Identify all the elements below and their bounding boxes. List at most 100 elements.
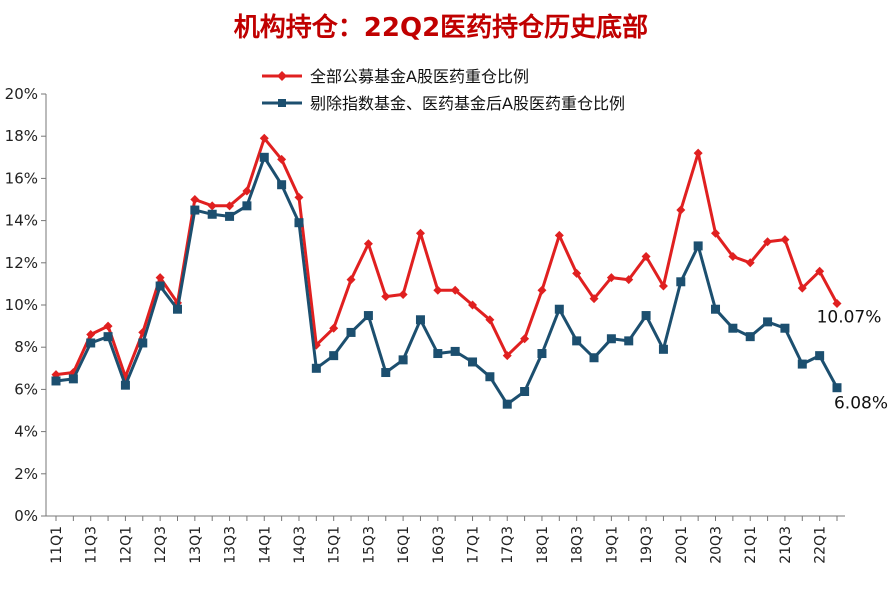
data-point	[537, 285, 547, 295]
data-point	[68, 374, 78, 384]
chart-title: 机构持仓：22Q2医药持仓历史底部	[234, 12, 648, 43]
data-point	[51, 376, 61, 386]
data-point	[502, 399, 512, 409]
x-tick-label: 16Q3	[431, 526, 447, 564]
x-tick-label: 13Q1	[188, 526, 204, 564]
x-tick-label: 14Q1	[257, 526, 273, 564]
data-point	[277, 154, 287, 164]
data-point	[86, 330, 96, 340]
data-point	[329, 323, 339, 333]
data-point	[381, 292, 391, 302]
data-point	[103, 321, 113, 331]
data-point	[329, 351, 339, 361]
data-point	[433, 349, 443, 359]
data-point	[658, 281, 668, 291]
legend-label-2: 剔除指数基金、医药基金后A股医药重仓比例	[310, 94, 625, 113]
data-point	[520, 387, 530, 397]
data-point	[624, 275, 634, 285]
data-point	[815, 351, 825, 361]
y-tick-label: 20%	[5, 85, 38, 103]
data-point	[728, 323, 738, 333]
data-point	[554, 304, 564, 314]
x-tick-label: 11Q1	[49, 526, 65, 564]
x-tick-label: 18Q1	[535, 526, 551, 564]
data-point	[797, 359, 807, 369]
data-point	[190, 195, 200, 204]
data-point	[641, 251, 651, 261]
data-point	[155, 273, 165, 283]
data-point	[398, 355, 408, 365]
data-point	[693, 148, 703, 158]
data-point	[693, 241, 703, 251]
x-tick-label: 15Q1	[327, 526, 343, 564]
data-point	[763, 237, 773, 247]
x-tick-label: 17Q3	[500, 526, 516, 564]
legend-label-1: 全部公募基金A股医药重仓比例	[310, 67, 529, 86]
y-tick-label: 12%	[5, 254, 38, 272]
axes	[45, 94, 845, 517]
x-tick-label: 18Q3	[570, 526, 586, 564]
y-tick-label: 2%	[14, 465, 38, 483]
data-point	[103, 332, 113, 342]
data-point	[242, 201, 252, 211]
x-tick-label: 16Q1	[396, 526, 412, 564]
y-axis-ticks: 0% 2% 4% 6% 8% 10% 12% 14% 16% 18% 20%	[5, 85, 46, 525]
data-point	[346, 275, 356, 285]
x-tick-label: 19Q1	[604, 526, 620, 564]
x-tick-label: 13Q3	[223, 526, 239, 564]
data-point	[815, 266, 825, 276]
data-point	[120, 380, 130, 390]
data-point	[676, 205, 686, 215]
x-tick-label: 21Q1	[743, 526, 759, 564]
data-point	[259, 152, 269, 162]
series-line	[55, 155, 839, 406]
series-2	[51, 152, 842, 409]
data-point	[155, 281, 165, 291]
data-point	[225, 201, 235, 211]
data-point	[658, 344, 668, 354]
y-tick-label: 18%	[5, 127, 38, 145]
data-point	[225, 211, 235, 221]
data-point	[676, 277, 686, 287]
data-point	[711, 304, 721, 314]
data-point	[242, 186, 252, 196]
data-point	[572, 336, 582, 346]
data-point	[346, 327, 356, 337]
x-tick-label: 21Q3	[778, 526, 794, 564]
data-point	[450, 346, 460, 356]
legend-item-1: 全部公募基金A股医药重仓比例	[262, 67, 529, 86]
data-point	[86, 338, 96, 348]
data-point	[415, 315, 425, 325]
data-point	[745, 332, 755, 342]
x-tick-label: 19Q3	[639, 526, 655, 564]
y-tick-label: 14%	[5, 212, 38, 230]
end-label-series-2: 6.08%	[834, 394, 888, 414]
data-point	[554, 230, 564, 240]
series-1	[51, 133, 842, 382]
data-point	[537, 349, 547, 359]
x-tick-label: 15Q3	[361, 526, 377, 564]
data-point	[606, 273, 616, 283]
data-point	[797, 283, 807, 293]
x-tick-label: 17Q1	[466, 526, 482, 564]
data-point	[589, 294, 599, 304]
x-tick-label: 22Q1	[813, 526, 829, 564]
data-point	[485, 315, 495, 325]
data-point	[468, 357, 478, 367]
data-point	[259, 133, 269, 143]
y-tick-label: 4%	[14, 423, 38, 441]
data-point	[381, 368, 391, 378]
data-point	[832, 299, 842, 309]
data-point	[277, 180, 287, 190]
x-tick-label: 20Q1	[674, 526, 690, 564]
data-point	[468, 300, 478, 310]
y-tick-label: 16%	[5, 169, 38, 187]
data-point	[572, 268, 582, 278]
y-tick-label: 8%	[14, 338, 38, 356]
data-point	[711, 228, 721, 238]
data-point	[520, 334, 530, 344]
data-point	[363, 311, 373, 321]
data-point	[138, 338, 148, 348]
data-point	[415, 228, 425, 238]
x-tick-label: 14Q3	[292, 526, 308, 564]
